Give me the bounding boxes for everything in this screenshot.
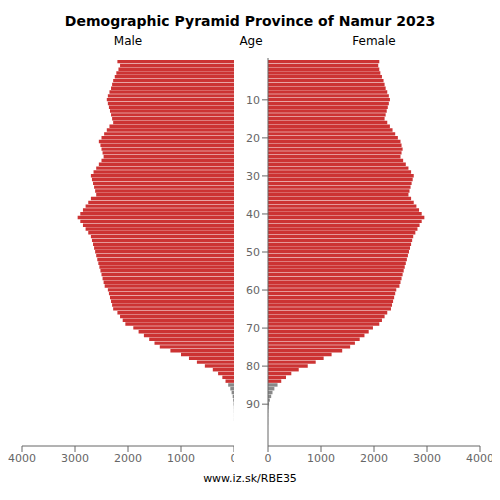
html-text:www.iz.sk/RBE35: www.iz.sk/RBE35 xyxy=(203,472,297,485)
svg-text:10: 10 xyxy=(246,94,260,107)
svg-text:2000: 2000 xyxy=(114,452,142,465)
html-text:Male: Male xyxy=(113,34,143,48)
svg-text:1000: 1000 xyxy=(167,452,195,465)
svg-text:3000: 3000 xyxy=(61,452,89,465)
svg-text:4000: 4000 xyxy=(466,452,492,465)
svg-text:1000: 1000 xyxy=(307,452,335,465)
svg-text:4000: 4000 xyxy=(8,452,36,465)
svg-text:0: 0 xyxy=(231,452,235,465)
svg-text:20: 20 xyxy=(246,132,260,145)
html-text:Demographic Pyramid Province o: Demographic Pyramid Province of Namur 20… xyxy=(64,13,436,29)
svg-text:60: 60 xyxy=(246,284,260,297)
svg-text:3000: 3000 xyxy=(413,452,441,465)
svg-text:90: 90 xyxy=(246,398,260,411)
svg-text:80: 80 xyxy=(246,360,260,373)
html-text:Age: Age xyxy=(239,34,263,48)
svg-text:70: 70 xyxy=(246,322,260,335)
svg-text:50: 50 xyxy=(246,246,260,259)
svg-text:0: 0 xyxy=(265,452,272,465)
svg-text:2000: 2000 xyxy=(360,452,388,465)
svg-text:30: 30 xyxy=(246,170,260,183)
svg-text:40: 40 xyxy=(246,208,260,221)
html-text:Female: Female xyxy=(352,34,396,48)
